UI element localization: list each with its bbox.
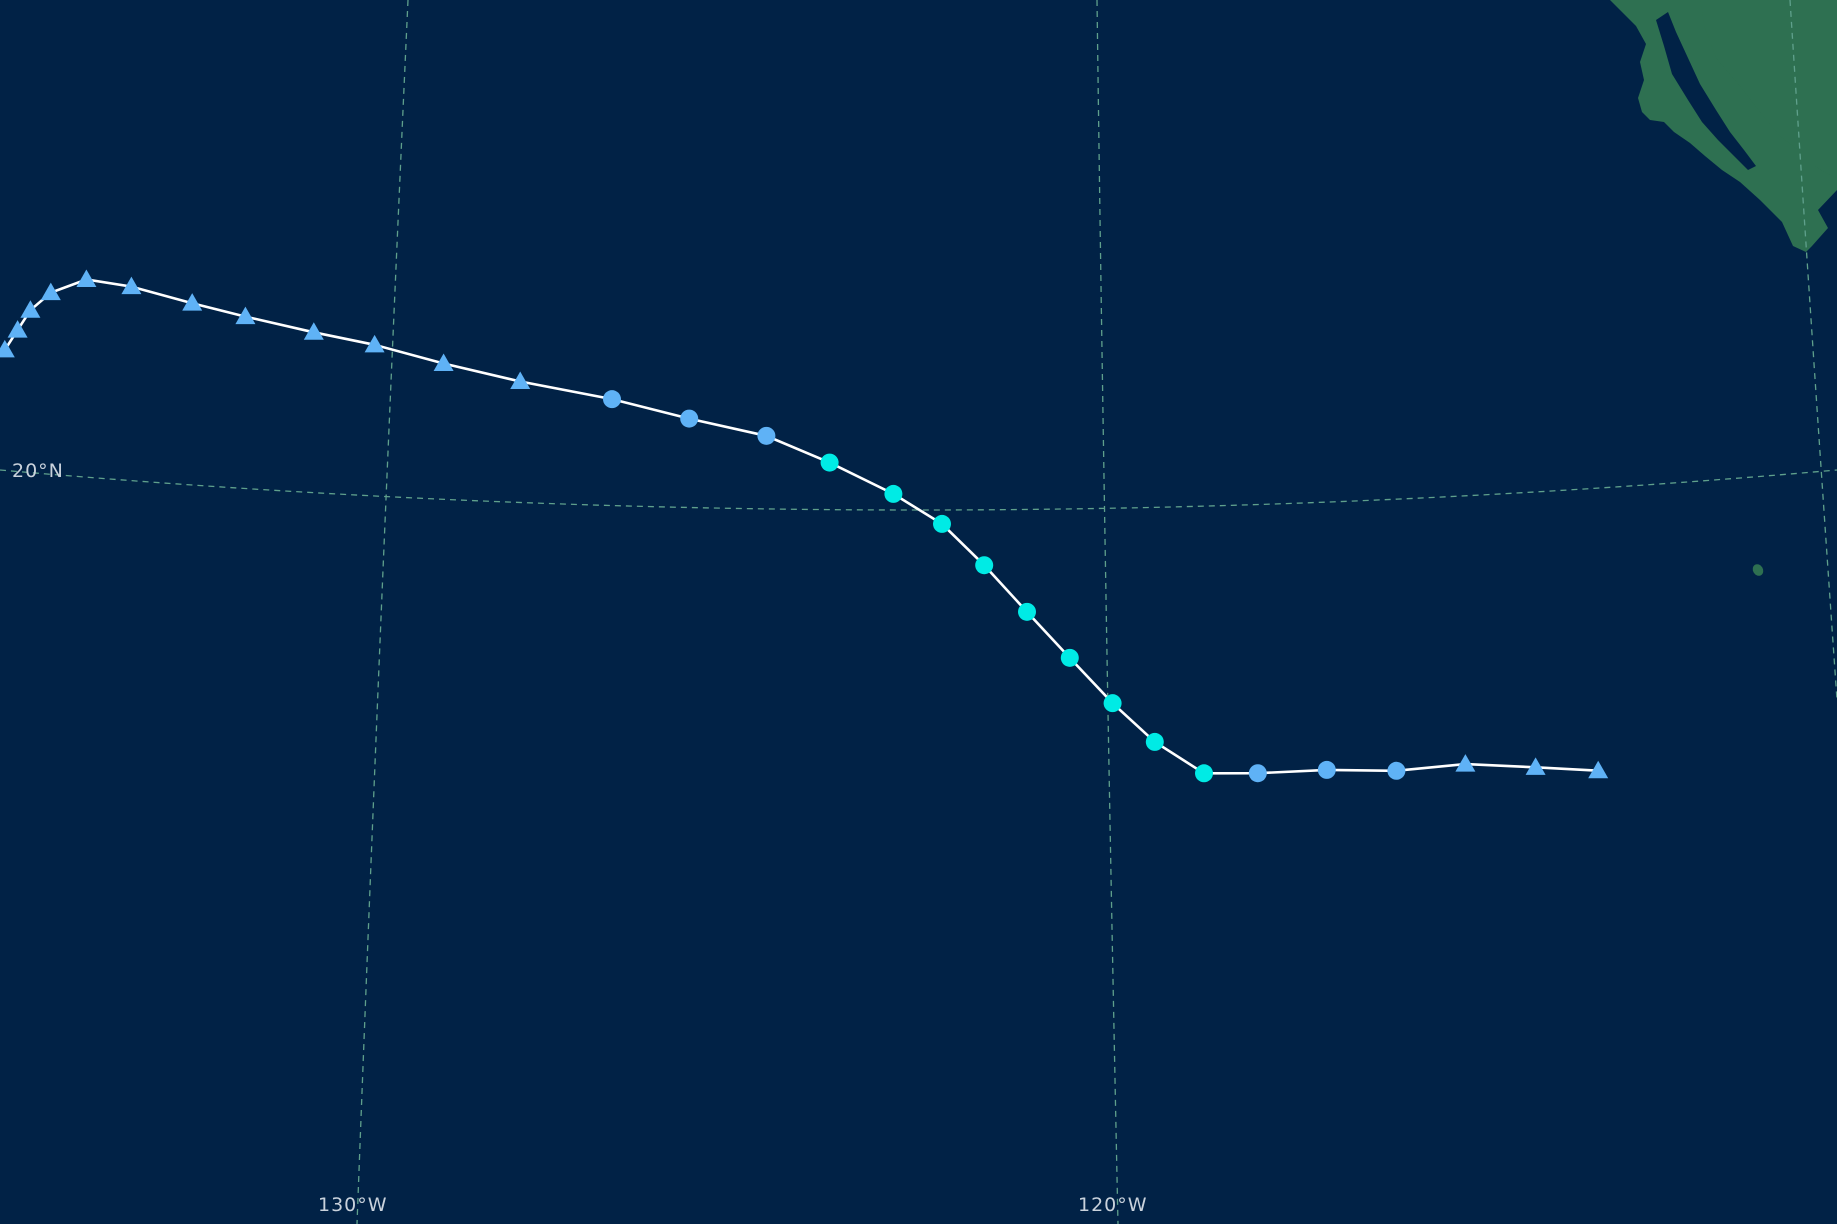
track-point-triangle [1525,757,1546,775]
track-point-triangle [1588,760,1609,779]
track-point-circle [1145,732,1164,751]
track-point-circle [1387,761,1406,780]
track-point-circle [820,453,839,472]
track-point-triangle [20,300,41,318]
meridian-130w [356,0,409,1224]
storm-track [0,269,1609,783]
lat-label-20n: 20°N [12,460,64,482]
parallel-20n [0,469,1837,511]
track-point-circle [680,409,699,428]
track-line [3,278,1599,775]
track-point-triangle [182,293,203,311]
track-point-triangle [121,276,142,295]
track-point-circle [975,556,994,575]
track-point-circle [1317,760,1336,779]
track-point-triangle [303,322,324,340]
island [1752,564,1764,576]
mainland-coast-land [1700,0,1837,178]
track-point-triangle [0,339,15,358]
track-point-circle [1018,602,1036,621]
track-point-triangle [1455,754,1476,772]
track-point-circle [603,390,621,409]
lon-label-130w: 130°W [318,1194,388,1216]
meridian-120w [1096,0,1119,1224]
track-point-triangle [76,269,97,288]
track-point-triangle [7,320,28,338]
lon-label-120w: 120°W [1078,1194,1148,1216]
track-point-circle [933,514,951,533]
meridian-110w [1789,0,1837,701]
track-point-circle [884,484,903,503]
land-mass [1610,0,1837,576]
track-point-triangle [433,353,454,371]
track-point-circle [757,426,776,445]
track-point-triangle [40,282,61,301]
track-point-triangle [235,306,256,325]
track-point-triangle [510,371,531,390]
track-point-triangle [364,334,385,353]
track-point-circle [1103,694,1122,713]
gulf-water [1656,12,1756,170]
track-markers [0,269,1609,783]
track-point-circle [1060,648,1079,667]
track-point-circle [1248,764,1267,783]
track-point-circle [1195,764,1213,783]
